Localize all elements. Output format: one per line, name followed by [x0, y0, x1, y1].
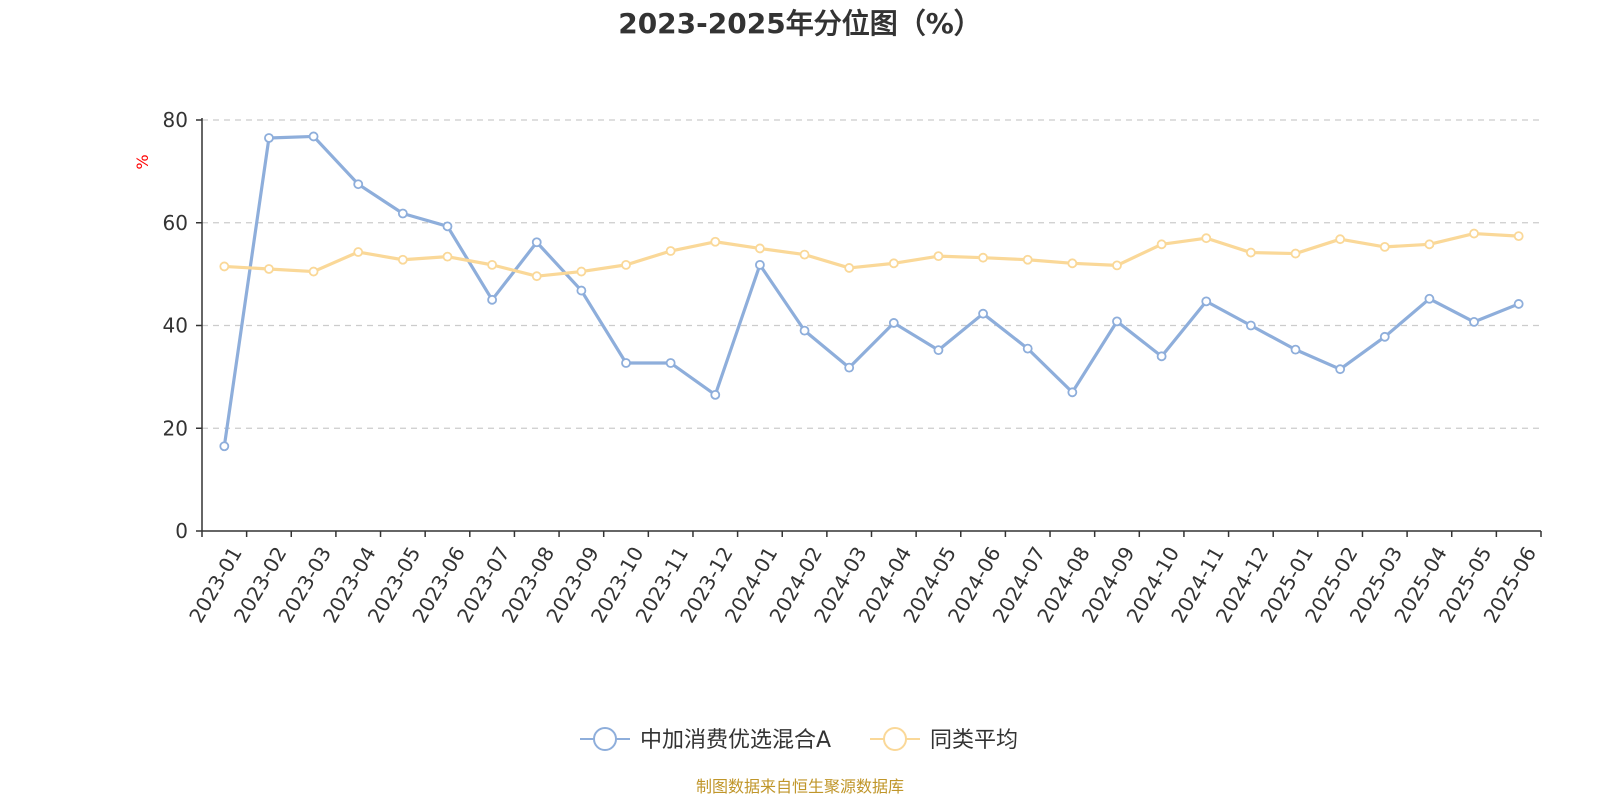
data-point	[978, 308, 988, 319]
y-tick-labels: 0 20 40 60 80	[163, 108, 188, 543]
data-point	[755, 259, 765, 270]
data-point	[710, 236, 721, 247]
data-point	[264, 264, 274, 274]
data-point	[264, 133, 274, 143]
data-point	[1290, 248, 1301, 259]
data-point	[888, 258, 899, 269]
data-point	[621, 358, 631, 368]
data-point	[1335, 364, 1346, 375]
data-point	[755, 243, 765, 254]
data-point	[1245, 320, 1256, 331]
legend-label: 同类平均	[930, 728, 1018, 753]
x-tick-labels: 2023-012023-022023-032023-042023-052023-…	[184, 542, 1541, 626]
data-point	[1067, 387, 1078, 398]
data-point	[397, 208, 408, 219]
data-point	[933, 345, 944, 356]
data-point	[621, 259, 631, 270]
data-point	[442, 221, 453, 232]
legend: 中加消费优选混合A 同类平均	[580, 727, 1018, 753]
data-point	[799, 249, 810, 260]
y-tick-label: 20	[163, 416, 188, 440]
data-point	[1335, 234, 1346, 245]
data-point	[1067, 258, 1078, 269]
data-point	[353, 247, 364, 257]
data-point	[1112, 260, 1122, 271]
data-point	[487, 259, 498, 270]
legend-marker	[593, 727, 617, 751]
data-point	[531, 237, 542, 248]
data-point	[1022, 254, 1033, 265]
legend-item-1: 中加消费优选混合A	[580, 727, 831, 753]
series-group	[219, 131, 1524, 452]
y-tick-label: 80	[163, 108, 188, 132]
data-point	[710, 389, 721, 400]
data-point	[844, 263, 855, 273]
data-point	[442, 251, 453, 262]
data-point	[1379, 241, 1390, 252]
data-point	[933, 251, 944, 262]
data-point	[1379, 331, 1390, 342]
data-point	[1469, 317, 1479, 327]
data-point	[308, 266, 319, 277]
data-point	[665, 358, 676, 368]
data-point	[353, 179, 364, 190]
data-point	[1513, 299, 1524, 309]
source-note: 制图数据来自恒生聚源数据库	[696, 777, 904, 796]
data-point	[844, 362, 855, 373]
data-point	[1022, 343, 1033, 354]
data-point	[1245, 247, 1256, 258]
data-point	[219, 441, 230, 452]
y-axis-label: %	[133, 154, 152, 169]
series-line	[222, 134, 1520, 447]
data-point	[531, 271, 542, 282]
data-point	[888, 318, 899, 328]
data-point	[1469, 228, 1479, 239]
y-tick-label: 0	[175, 519, 188, 543]
grid-lines	[202, 119, 1541, 429]
legend-marker	[883, 727, 907, 751]
data-point	[487, 294, 498, 305]
data-point	[1290, 344, 1301, 355]
legend-label: 中加消费优选混合A	[640, 728, 831, 753]
data-point	[1112, 316, 1122, 327]
data-point	[308, 131, 319, 142]
data-point	[1201, 296, 1212, 307]
data-point	[576, 266, 587, 277]
legend-item-2: 同类平均	[870, 727, 1018, 753]
series-line	[224, 231, 1519, 278]
data-point	[1424, 239, 1435, 250]
axes	[196, 118, 1542, 537]
y-tick-label: 40	[163, 314, 188, 338]
series-1	[219, 131, 1524, 452]
data-point	[665, 246, 676, 256]
y-tick-label: 60	[163, 211, 188, 235]
data-point	[1156, 351, 1167, 362]
data-point	[1424, 293, 1435, 304]
data-point	[978, 252, 988, 263]
data-point	[1513, 231, 1524, 242]
data-point	[1201, 233, 1212, 244]
chart-title: 2023-2025年分位图（%）	[618, 7, 982, 40]
series-2	[219, 228, 1524, 282]
data-point	[799, 325, 810, 336]
data-point	[397, 254, 408, 265]
data-point	[219, 261, 230, 272]
data-point	[1156, 239, 1167, 250]
data-point	[576, 285, 587, 296]
